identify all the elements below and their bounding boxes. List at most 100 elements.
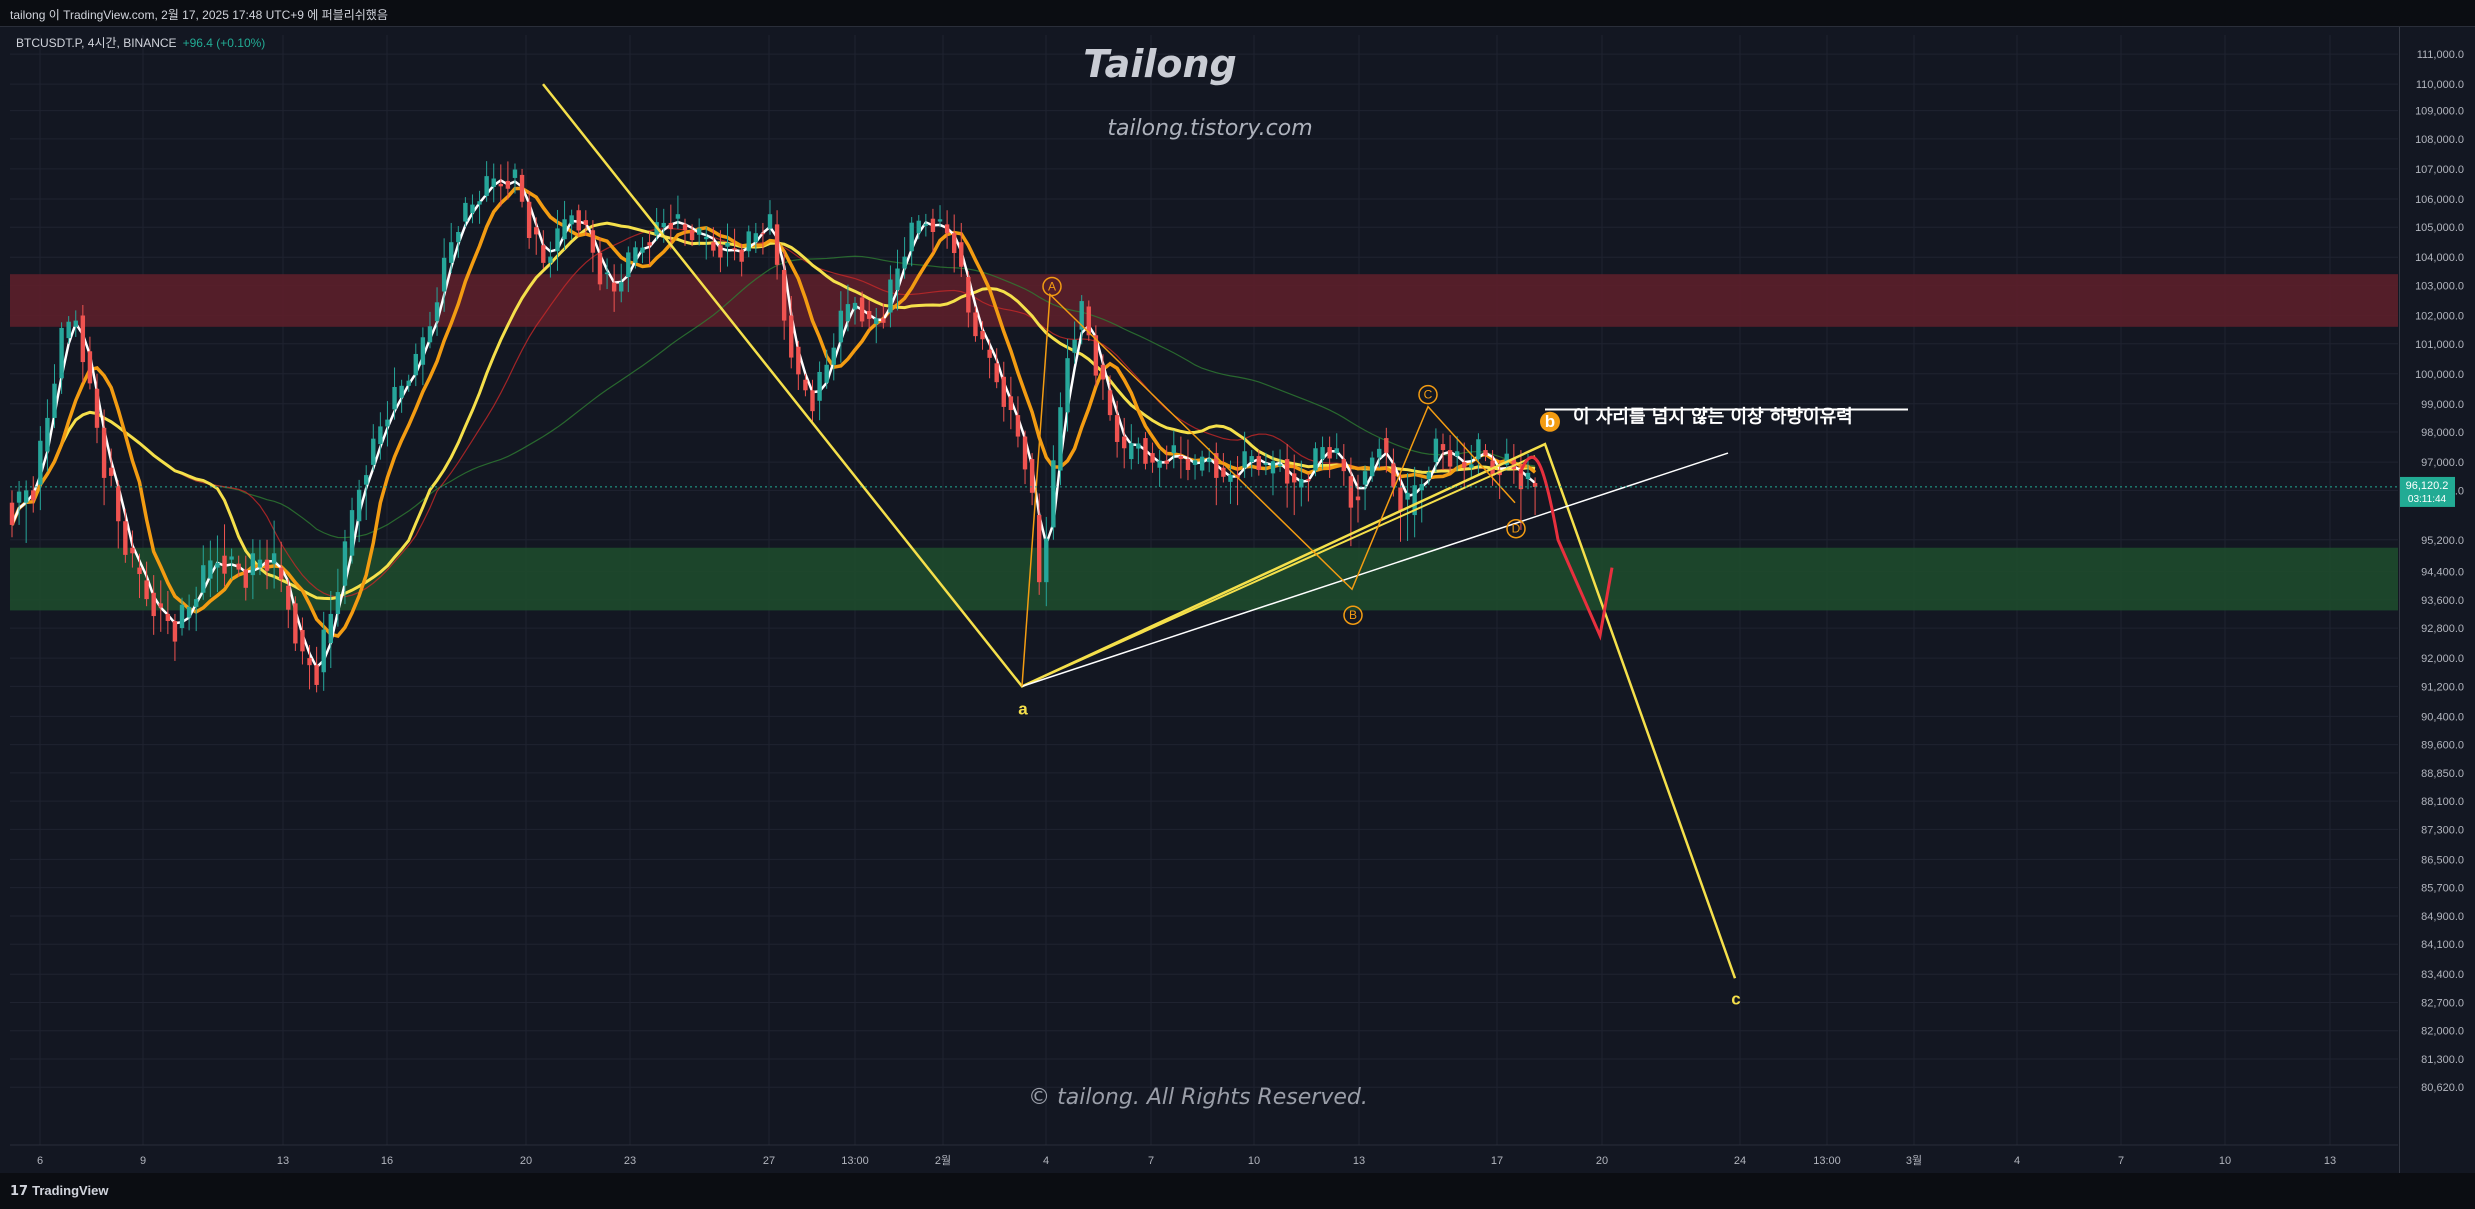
tradingview-logo[interactable]: 17 TradingView <box>10 1183 108 1199</box>
resistance-zone <box>10 274 2398 327</box>
candle-body <box>484 176 489 196</box>
candle-body <box>810 390 815 412</box>
candle-body <box>193 599 199 607</box>
candle-body <box>534 227 539 235</box>
candle-body <box>576 210 581 231</box>
candle-body <box>1199 456 1205 471</box>
chart-watermark: © tailong. All Rights Reserved. <box>1028 1085 1368 1110</box>
candle-body <box>1157 460 1162 468</box>
candle-body <box>1504 453 1509 465</box>
candle-body <box>1051 460 1056 528</box>
candle-body <box>562 219 567 240</box>
candle-body <box>859 297 865 322</box>
price-chart[interactable]: A B C Da b c 이 자리를 넘지 않는 이상 하방이유력 111,000.0 110… <box>0 27 2475 1173</box>
candle-body <box>1270 461 1276 474</box>
candle-body <box>364 475 369 485</box>
candle-body <box>831 347 836 365</box>
candle-body <box>1192 460 1198 465</box>
current-price-badge <box>2400 476 2455 507</box>
time-tick-label: 2월 <box>935 1154 951 1167</box>
green-ma-line <box>11 255 1536 539</box>
pattern-point-marker <box>1418 384 1438 405</box>
candle-body <box>1469 464 1474 468</box>
candle-body <box>1433 438 1439 463</box>
candle-body <box>902 256 907 269</box>
candle-body <box>1292 473 1297 483</box>
candle-body <box>1207 458 1212 463</box>
candle-body <box>434 302 440 322</box>
candle-body <box>1362 471 1368 485</box>
price-tick-label: 86,500.0 <box>2421 854 2464 866</box>
candle-body <box>1029 459 1035 493</box>
candle-body <box>1454 451 1460 457</box>
candle-body <box>1447 450 1453 467</box>
candle-body <box>1327 447 1332 459</box>
rising-trendline <box>1021 455 1536 688</box>
price-tick-label: 80,620.0 <box>2421 1082 2464 1094</box>
candle-body <box>1483 450 1488 456</box>
wave-label: b <box>1545 412 1555 431</box>
wave-label: a <box>1018 699 1028 718</box>
candle-body <box>1178 456 1184 460</box>
candle-body <box>179 604 185 629</box>
candle-body <box>505 180 511 189</box>
time-tick-label: 4 <box>2014 1155 2020 1167</box>
candle-body <box>1185 459 1191 470</box>
pattern-point-label: D <box>1512 522 1521 536</box>
candle-body <box>498 183 504 187</box>
candle-body <box>321 629 326 673</box>
candle-body <box>569 215 574 225</box>
time-tick-label: 13:00 <box>841 1155 869 1167</box>
candle-body <box>555 228 560 252</box>
price-zones <box>10 274 2398 611</box>
candle-body <box>611 282 617 292</box>
candle-body <box>923 223 929 226</box>
candle-body <box>1044 538 1049 583</box>
candle-body <box>1313 448 1318 471</box>
candle-body <box>1015 415 1021 437</box>
pattern-point-marker <box>1343 605 1363 625</box>
time-axis: 6 9 13 16 20 23 27 13:00 2월 4 7 10 13 17 20 24 13:00 3월 4 7… <box>10 1144 2398 1167</box>
time-tick-label: 27 <box>763 1155 775 1167</box>
candle-body <box>951 233 957 254</box>
candle-body <box>491 178 496 187</box>
pattern-point-marker <box>1506 518 1526 539</box>
candle-body <box>583 220 589 225</box>
candle-body <box>803 379 808 391</box>
price-tick-label: 105,000.0 <box>2415 222 2464 234</box>
tradingview-label: TradingView <box>32 1183 109 1198</box>
candle-body <box>378 426 383 445</box>
candle-body <box>895 268 900 290</box>
symbol-legend[interactable]: BTCUSDT.P, 4시간, BINANCE +96.4 (+0.10%) <box>16 34 265 51</box>
price-tick-label: 110,000.0 <box>2416 79 2464 91</box>
candle-body <box>1150 453 1155 463</box>
candle-body <box>966 276 971 313</box>
candle-body <box>626 252 631 277</box>
candle-body <box>1532 482 1538 487</box>
candle-body <box>356 489 362 522</box>
candle-body <box>23 490 29 503</box>
candle-body <box>1525 472 1531 480</box>
price-tick-label: 92,000.0 <box>2421 653 2464 665</box>
candle-body <box>959 242 964 267</box>
candle-body <box>1036 515 1042 583</box>
time-tick-label: 10 <box>2219 1155 2231 1167</box>
candle-body <box>519 174 525 202</box>
candle-body <box>590 230 596 253</box>
candle-body <box>1001 376 1006 407</box>
price-tick-label: 95,200.0 <box>2421 535 2464 547</box>
candle-body <box>512 169 518 178</box>
candle-body <box>45 417 50 452</box>
candle-body <box>732 248 737 250</box>
tradingview-icon: 17 <box>10 1184 29 1199</box>
candle-body <box>1462 462 1467 468</box>
candle-body <box>1511 459 1517 470</box>
candle-body <box>675 214 681 219</box>
candle-body <box>781 269 787 321</box>
candle-body <box>52 383 57 418</box>
candle-body <box>342 541 348 586</box>
candle-body <box>16 491 22 503</box>
candle-body <box>668 222 674 229</box>
candle-body <box>108 467 114 476</box>
candle-body <box>980 331 985 340</box>
